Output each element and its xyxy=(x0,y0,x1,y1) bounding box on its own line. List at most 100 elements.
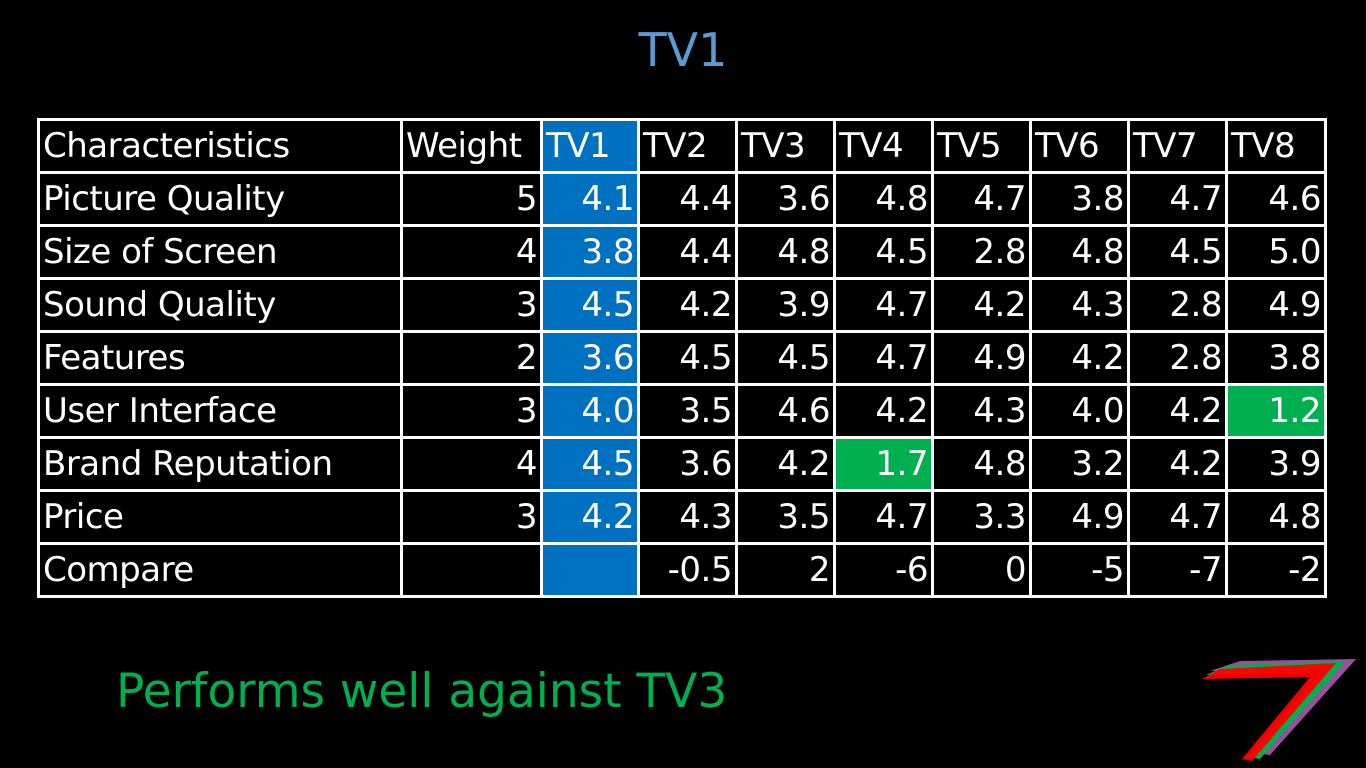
header-cell: Weight xyxy=(400,118,543,174)
compare-label: Compare xyxy=(37,542,403,598)
characteristic-label: User Interface xyxy=(37,383,403,439)
tv1-score-cell: 4.5 xyxy=(540,277,640,333)
score-cell: 4.5 xyxy=(833,224,934,280)
score-cell: 4.3 xyxy=(637,489,738,545)
score-cell: 4.7 xyxy=(1127,489,1228,545)
score-cell: 3.6 xyxy=(637,436,738,492)
score-cell: 3.5 xyxy=(735,489,836,545)
score-cell: 3.8 xyxy=(1029,171,1130,227)
score-cell: 4.7 xyxy=(931,171,1032,227)
weight-cell xyxy=(400,542,543,598)
characteristic-label: Features xyxy=(37,330,403,386)
score-cell: 2.8 xyxy=(1127,277,1228,333)
compare-row: Compare -0.5 2 -6 0 -5 -7 -2 xyxy=(37,542,1327,598)
conclusion-text: Performs well against TV3 xyxy=(116,664,728,719)
weight-cell: 5 xyxy=(400,171,543,227)
score-cell: 4.2 xyxy=(637,277,738,333)
score-cell: 4.7 xyxy=(1127,171,1228,227)
tv1-score-cell: 4.5 xyxy=(540,436,640,492)
table-row: Picture Quality 5 4.1 4.4 3.6 4.8 4.7 3.8 4.7 4.6 xyxy=(37,171,1327,227)
weight-cell: 3 xyxy=(400,277,543,333)
score-cell: 4.8 xyxy=(1225,489,1327,545)
compare-cell: 2 xyxy=(735,542,836,598)
score-cell: 4.0 xyxy=(1029,383,1130,439)
weight-cell: 2 xyxy=(400,330,543,386)
score-cell: 4.5 xyxy=(735,330,836,386)
weight-cell: 3 xyxy=(400,383,543,439)
score-cell: 4.5 xyxy=(1127,224,1228,280)
score-cell: 3.5 xyxy=(637,383,738,439)
score-cell: 4.8 xyxy=(833,171,934,227)
score-cell: 4.7 xyxy=(833,277,934,333)
table-row: Size of Screen 4 3.8 4.4 4.8 4.5 2.8 4.8 4.5 5.0 xyxy=(37,224,1327,280)
score-cell: 4.8 xyxy=(931,436,1032,492)
table-row: Price 3 4.2 4.3 3.5 4.7 3.3 4.9 4.7 4.8 xyxy=(37,489,1327,545)
score-cell: 4.2 xyxy=(1127,436,1228,492)
header-cell: TV4 xyxy=(833,118,934,174)
score-cell: 5.0 xyxy=(1225,224,1327,280)
table-row: Brand Reputation 4 4.5 3.6 4.2 1.7 4.8 3.2 4.2 3.… xyxy=(37,436,1327,492)
weight-cell: 3 xyxy=(400,489,543,545)
score-cell: 4.2 xyxy=(833,383,934,439)
score-cell: 1.2 xyxy=(1225,383,1327,439)
table-row: User Interface 3 4.0 3.5 4.6 4.2 4.3 4.0 4.2 1.2 xyxy=(37,383,1327,439)
header-cell: TV8 xyxy=(1225,118,1327,174)
slide-title: TV1 xyxy=(638,23,728,77)
score-cell: 3.2 xyxy=(1029,436,1130,492)
score-cell: 2.8 xyxy=(1127,330,1228,386)
comparison-table: Characteristics Weight TV1 TV2 TV3 TV4 TV5 TV6 T… xyxy=(37,118,1327,598)
score-cell: 3.9 xyxy=(735,277,836,333)
characteristic-label: Size of Screen xyxy=(37,224,403,280)
compare-cell: -6 xyxy=(833,542,934,598)
tv1-score-cell: 4.1 xyxy=(540,171,640,227)
characteristic-label: Price xyxy=(37,489,403,545)
score-cell: 4.9 xyxy=(1225,277,1327,333)
score-cell: 4.8 xyxy=(1029,224,1130,280)
tv1-score-cell: 3.8 xyxy=(540,224,640,280)
logo-red-stroke xyxy=(1202,663,1336,761)
score-cell: 4.7 xyxy=(833,330,934,386)
header-cell: TV3 xyxy=(735,118,836,174)
characteristic-label: Brand Reputation xyxy=(37,436,403,492)
header-cell: TV2 xyxy=(637,118,738,174)
score-cell: 4.2 xyxy=(1029,330,1130,386)
score-cell: 3.6 xyxy=(735,171,836,227)
score-cell: 3.3 xyxy=(931,489,1032,545)
score-cell: 4.3 xyxy=(1029,277,1130,333)
characteristic-label: Picture Quality xyxy=(37,171,403,227)
header-cell: Characteristics xyxy=(37,118,403,174)
score-cell: 4.5 xyxy=(637,330,738,386)
compare-cell: -2 xyxy=(1225,542,1327,598)
table-header-row: Characteristics Weight TV1 TV2 TV3 TV4 TV5 TV6 T… xyxy=(37,118,1327,174)
tv1-score-cell: 3.6 xyxy=(540,330,640,386)
header-cell: TV1 xyxy=(540,118,640,174)
header-cell: TV6 xyxy=(1029,118,1130,174)
score-cell: 4.6 xyxy=(735,383,836,439)
weight-cell: 4 xyxy=(400,224,543,280)
weight-cell: 4 xyxy=(400,436,543,492)
compare-cell: 0 xyxy=(931,542,1032,598)
score-cell: 4.8 xyxy=(735,224,836,280)
tv1-score-cell: 4.0 xyxy=(540,383,640,439)
compare-cell: -5 xyxy=(1029,542,1130,598)
seven-logo-icon xyxy=(1200,655,1360,763)
header-cell: TV7 xyxy=(1127,118,1228,174)
score-cell: 4.9 xyxy=(1029,489,1130,545)
header-cell: TV5 xyxy=(931,118,1032,174)
table-row: Sound Quality 3 4.5 4.2 3.9 4.7 4.2 4.3 2.8 4.9 xyxy=(37,277,1327,333)
score-cell: 2.8 xyxy=(931,224,1032,280)
score-cell: 4.3 xyxy=(931,383,1032,439)
score-cell: 4.7 xyxy=(833,489,934,545)
score-cell: 1.7 xyxy=(833,436,934,492)
score-cell: 4.2 xyxy=(931,277,1032,333)
table-row: Features 2 3.6 4.5 4.5 4.7 4.9 4.2 2.8 3.8 xyxy=(37,330,1327,386)
score-cell: 3.9 xyxy=(1225,436,1327,492)
score-cell: 3.8 xyxy=(1225,330,1327,386)
tv1-compare-cell xyxy=(540,542,640,598)
score-cell: 4.9 xyxy=(931,330,1032,386)
score-cell: 4.2 xyxy=(1127,383,1228,439)
compare-cell: -7 xyxy=(1127,542,1228,598)
score-cell: 4.2 xyxy=(735,436,836,492)
characteristic-label: Sound Quality xyxy=(37,277,403,333)
score-cell: 4.4 xyxy=(637,171,738,227)
